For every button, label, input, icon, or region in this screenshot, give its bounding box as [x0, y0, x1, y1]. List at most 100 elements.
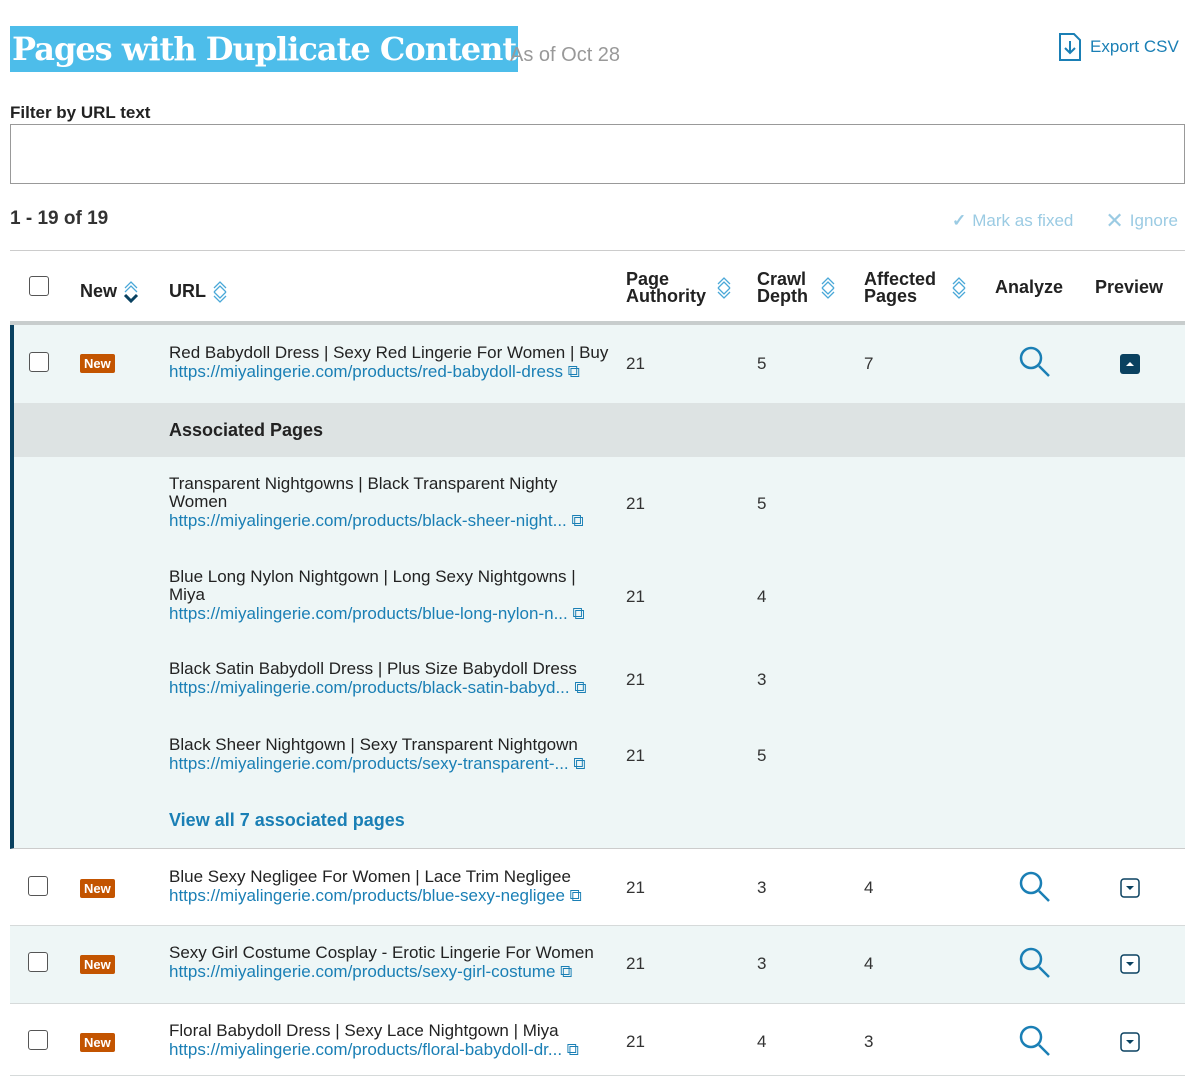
associated-url-link[interactable]: https://miyalingerie.com/products/black-… [169, 511, 609, 530]
column-url[interactable]: URL [169, 279, 229, 305]
associated-title: Blue Long Nylon Nightgown | Long Sexy Ni… [169, 567, 576, 604]
row-checkbox[interactable] [28, 876, 48, 896]
url-text: https://miyalingerie.com/products/sexy-g… [169, 962, 556, 981]
pa-label-1: Page [626, 269, 670, 289]
affected-pages: 7 [864, 354, 874, 373]
external-link-icon: ⧉ [574, 678, 587, 697]
column-new[interactable]: New [80, 279, 140, 305]
url-text: https://miyalingerie.com/products/black-… [169, 511, 567, 530]
new-badge: New [80, 879, 115, 898]
filter-label: Filter by URL text [10, 103, 151, 122]
row-checkbox[interactable] [28, 952, 48, 972]
page-url-link[interactable]: https://miyalingerie.com/products/red-ba… [169, 362, 608, 381]
page-url-link[interactable]: https://miyalingerie.com/products/floral… [169, 1040, 579, 1059]
ignore-button[interactable]: ✕ Ignore [1105, 208, 1178, 234]
associated-page-item: Black Sheer Nightgown | Sexy Transparent… [169, 735, 609, 774]
page-authority: 21 [626, 1032, 645, 1051]
associated-title: Transparent Nightgowns | Black Transpare… [169, 474, 558, 511]
external-link-icon: ⧉ [566, 1040, 579, 1059]
page-title-text: Sexy Girl Costume Cosplay - Erotic Linge… [169, 943, 594, 962]
export-csv-label: Export CSV [1090, 37, 1179, 56]
analyze-search-icon[interactable] [1018, 345, 1052, 379]
external-link-icon: ⧉ [567, 362, 580, 381]
table-row: New Floral Babydoll Dress | Sexy Lace Ni… [10, 1004, 1185, 1076]
pa-label-2: Authority [626, 286, 706, 306]
pagination-count: 1 - 19 of 19 [10, 208, 109, 229]
associated-pages-heading: Associated Pages [14, 403, 1185, 457]
associated-url-link[interactable]: https://miyalingerie.com/products/sexy-t… [169, 754, 609, 773]
new-badge: New [80, 354, 115, 373]
column-preview: Preview [1095, 277, 1164, 297]
analyze-search-icon[interactable] [1018, 870, 1052, 904]
row-checkbox[interactable] [28, 1030, 48, 1050]
url-text: https://miyalingerie.com/products/black-… [169, 678, 570, 697]
page-authority: 21 [626, 354, 645, 373]
crawl-depth: 5 [757, 354, 767, 373]
sort-icon [213, 281, 227, 303]
export-csv-button[interactable]: Export CSV [1058, 32, 1179, 62]
new-badge: New [80, 955, 115, 974]
page-authority: 21 [626, 954, 645, 973]
page-authority: 21 [626, 746, 645, 765]
affected-pages: 4 [864, 878, 874, 897]
crawl-depth: 4 [757, 1032, 767, 1051]
filter-url-input[interactable] [10, 124, 1185, 184]
view-all-associated-link[interactable]: View all 7 associated pages [169, 810, 405, 830]
url-text: https://miyalingerie.com/products/sexy-t… [169, 754, 569, 773]
page-url-link[interactable]: https://miyalingerie.com/products/blue-s… [169, 886, 582, 905]
url-text: https://miyalingerie.com/products/red-ba… [169, 362, 564, 381]
crawl-depth: 3 [757, 670, 767, 689]
table-row: New Sexy Girl Costume Cosplay - Erotic L… [10, 926, 1185, 1004]
url-text: https://miyalingerie.com/products/blue-s… [169, 886, 565, 905]
associated-title: Black Satin Babydoll Dress | Plus Size B… [169, 659, 577, 678]
analyze-search-icon[interactable] [1018, 1024, 1052, 1058]
collapse-preview-icon[interactable] [1120, 354, 1140, 374]
crawl-depth: 5 [757, 494, 767, 513]
page-title-text: Red Babydoll Dress | Sexy Red Lingerie F… [169, 343, 609, 362]
associated-page-item: Transparent Nightgowns | Black Transpare… [169, 474, 609, 531]
url-text: https://miyalingerie.com/products/floral… [169, 1040, 563, 1059]
external-link-icon: ⧉ [573, 754, 586, 773]
ignore-label: Ignore [1129, 211, 1178, 230]
associated-title: Black Sheer Nightgown | Sexy Transparent… [169, 735, 578, 754]
page-title-text: Floral Babydoll Dress | Sexy Lace Nightg… [169, 1021, 559, 1040]
column-new-label: New [80, 280, 118, 301]
affected-pages: 3 [864, 1032, 874, 1051]
sort-icon[interactable] [950, 275, 968, 301]
row-checkbox[interactable] [29, 352, 49, 372]
page-url-link[interactable]: https://miyalingerie.com/products/sexy-g… [169, 962, 594, 981]
mark-fixed-label: Mark as fixed [972, 211, 1074, 230]
table-header: New URL Page Authority Crawl Depth Affecte… [10, 250, 1185, 325]
column-crawl-depth[interactable]: Crawl Depth [757, 270, 808, 306]
associated-url-link[interactable]: https://miyalingerie.com/products/blue-l… [169, 604, 609, 623]
expand-preview-icon[interactable] [1120, 954, 1140, 974]
associated-url-link[interactable]: https://miyalingerie.com/products/black-… [169, 678, 609, 697]
url-text: https://miyalingerie.com/products/blue-l… [169, 604, 568, 623]
sort-icon[interactable] [819, 275, 837, 301]
page-authority: 21 [626, 587, 645, 606]
analyze-search-icon[interactable] [1018, 946, 1052, 980]
mark-fixed-button[interactable]: ✓ Mark as fixed [952, 208, 1073, 234]
check-icon: ✓ [952, 211, 967, 230]
page-authority: 21 [626, 670, 645, 689]
page-authority: 21 [626, 494, 645, 513]
select-all-checkbox[interactable] [29, 276, 49, 296]
cd-label-2: Depth [757, 286, 808, 306]
ap-label-2: Pages [864, 286, 918, 306]
crawl-depth: 4 [757, 587, 767, 606]
expand-preview-icon[interactable] [1120, 878, 1140, 898]
column-affected-pages[interactable]: Affected Pages [864, 270, 936, 306]
external-link-icon: ⧉ [560, 962, 573, 981]
associated-page-item: Blue Long Nylon Nightgown | Long Sexy Ni… [169, 567, 609, 624]
column-page-authority[interactable]: Page Authority [626, 269, 706, 306]
crawl-depth: 3 [757, 878, 767, 897]
sort-desc-icon [123, 281, 139, 304]
close-icon: ✕ [1105, 208, 1124, 233]
page-title: Pages with Duplicate Content [10, 26, 519, 72]
column-analyze: Analyze [995, 277, 1064, 297]
expand-preview-icon[interactable] [1120, 1032, 1140, 1052]
external-link-icon: ⧉ [572, 604, 585, 623]
crawl-depth: 3 [757, 954, 767, 973]
sort-icon[interactable] [715, 275, 733, 301]
as-of-date: As of Oct 28 [510, 44, 621, 66]
